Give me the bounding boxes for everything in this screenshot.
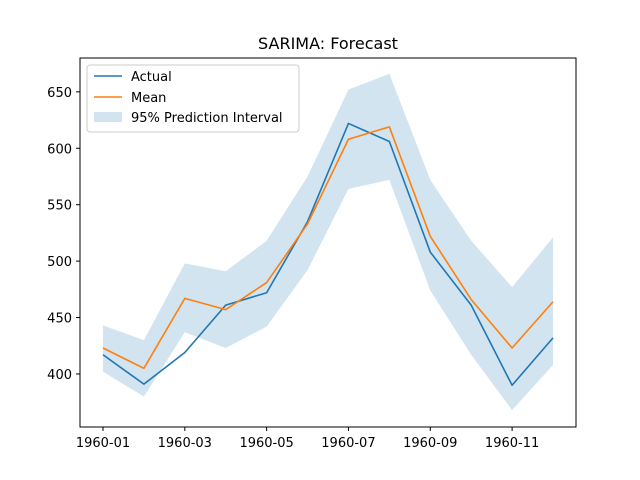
legend-mean-label: Mean bbox=[131, 91, 166, 106]
x-tick-label: 1960-07 bbox=[321, 436, 375, 451]
chart-title: SARIMA: Forecast bbox=[258, 34, 398, 53]
series-line-mean bbox=[102, 126, 554, 370]
y-tick-label: 500 bbox=[47, 255, 72, 270]
x-tick-label: 1960-09 bbox=[403, 436, 457, 451]
y-tick-label: 650 bbox=[47, 86, 72, 101]
plot-frame bbox=[79, 57, 577, 428]
legend: Actual Mean 95% Prediction Interval bbox=[86, 64, 300, 133]
x-tick-label: 1960-03 bbox=[158, 436, 212, 451]
x-axis: 1960-01 1960-03 1960-05 1960-07 1960-09 1960-… bbox=[76, 427, 539, 451]
legend-actual-label: Actual bbox=[131, 70, 172, 85]
x-tick-label: 1960-05 bbox=[239, 436, 293, 451]
series-layer bbox=[102, 122, 554, 387]
legend-box bbox=[86, 64, 300, 133]
x-tick-label: 1960-01 bbox=[76, 436, 130, 451]
y-tick-label: 550 bbox=[47, 199, 72, 214]
y-tick-label: 450 bbox=[47, 312, 72, 327]
y-axis: 400 450 500 550 600 650 bbox=[47, 86, 80, 383]
series-line-actual bbox=[102, 122, 554, 387]
prediction-interval-layer bbox=[103, 73, 553, 411]
legend-interval-label: 95% Prediction Interval bbox=[131, 111, 283, 126]
legend-interval-swatch bbox=[94, 112, 122, 122]
prediction-interval-band bbox=[103, 73, 553, 411]
x-tick-label: 1960-11 bbox=[485, 436, 539, 451]
y-tick-label: 600 bbox=[47, 142, 72, 157]
y-tick-label: 400 bbox=[47, 368, 72, 383]
